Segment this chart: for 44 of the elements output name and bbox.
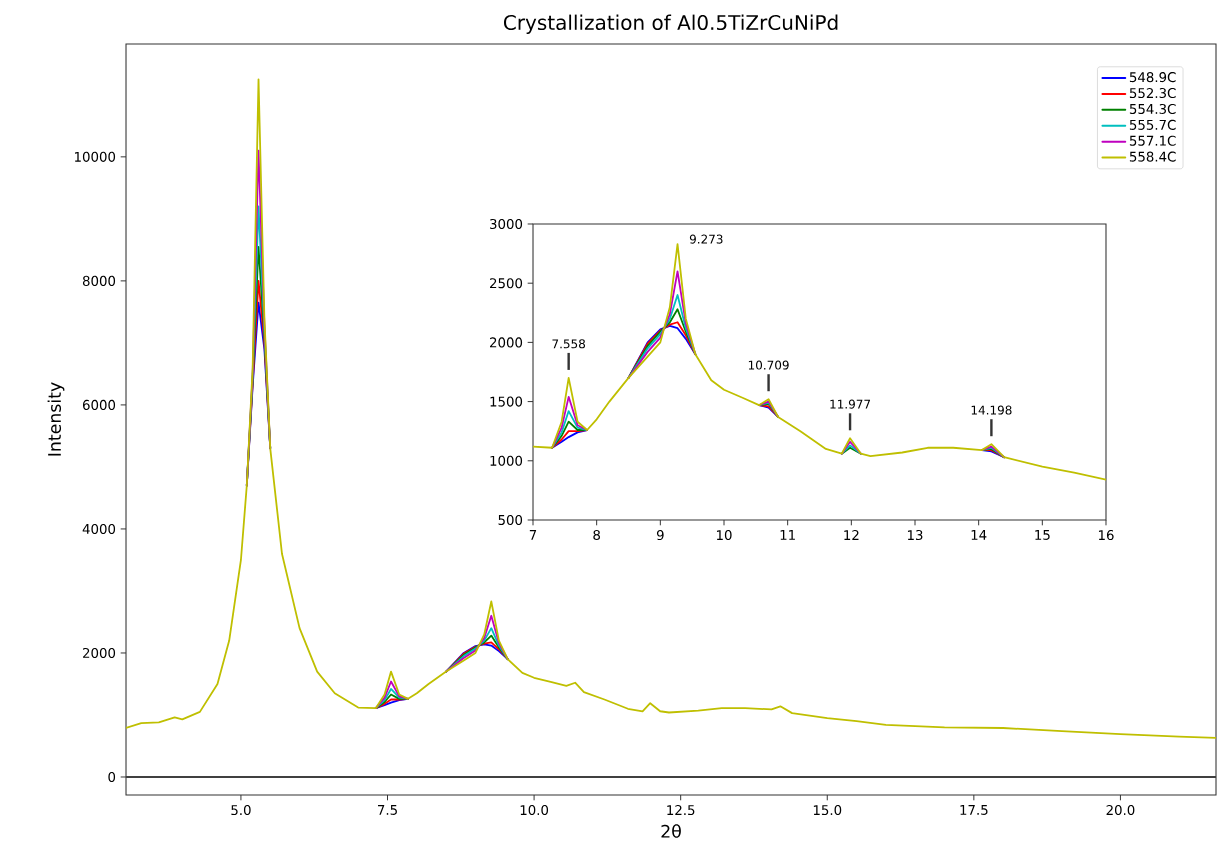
y-tick-label: 8000 xyxy=(82,275,116,286)
legend-label: 558.4C xyxy=(1129,151,1176,162)
x-tick-label: 8 xyxy=(593,530,600,541)
y-tick-label: 0 xyxy=(108,771,116,783)
legend-label: 552.3C xyxy=(1129,88,1176,99)
x-axis-title: 2θ xyxy=(661,824,681,838)
y-tick-label: 1500 xyxy=(490,396,523,407)
chart-title: Crystallization of Al0.5TiZrCuNiPd xyxy=(503,14,838,34)
annotation: 10.709 xyxy=(748,360,789,370)
y-tick-label: 2000 xyxy=(83,647,116,659)
x-tick-label: 16 xyxy=(1098,530,1114,541)
x-tick-label: 9 xyxy=(656,530,664,541)
legend-label: 557.1C xyxy=(1129,135,1176,146)
legend-label: 554.3C xyxy=(1129,103,1176,114)
x-tick-label: 12.5 xyxy=(667,805,695,816)
y-tick-label: 6000 xyxy=(82,399,116,410)
x-tick-label: 15.0 xyxy=(813,805,842,816)
legend-label: 548.9C xyxy=(1129,72,1176,83)
x-tick-label: 11 xyxy=(780,530,795,540)
x-tick-label: 13 xyxy=(907,530,923,541)
x-tick-label: 7 xyxy=(529,530,537,540)
y-tick-label: 2500 xyxy=(490,278,523,289)
x-tick-label: 10.0 xyxy=(520,805,549,816)
x-tick-label: 15 xyxy=(1035,530,1050,540)
y-tick-label: 10000 xyxy=(75,151,116,162)
y-tick-label: 3000 xyxy=(490,218,523,230)
y-axis-title: Intensity xyxy=(47,382,65,456)
line-series xyxy=(533,243,1106,481)
x-tick-label: 12 xyxy=(844,530,859,540)
annotation: 14.198 xyxy=(971,405,1012,415)
legend-label: 555.7C xyxy=(1129,119,1176,130)
x-tick-label: 5.0 xyxy=(231,805,251,816)
x-tick-label: 14 xyxy=(971,530,987,540)
annotation: 11.977 xyxy=(830,399,871,409)
x-tick-label: 17.5 xyxy=(960,805,988,815)
y-tick-label: 2000 xyxy=(490,337,523,348)
y-tick-label: 4000 xyxy=(82,523,116,534)
annotation: 9.273 xyxy=(689,234,723,244)
y-tick-label: 1000 xyxy=(490,455,523,466)
annotation: 7.558 xyxy=(552,339,586,349)
x-tick-label: 20.0 xyxy=(1106,805,1135,816)
x-tick-label: 10 xyxy=(716,530,732,541)
x-tick-label: 7.5 xyxy=(378,805,397,815)
y-tick-label: 500 xyxy=(498,514,523,526)
